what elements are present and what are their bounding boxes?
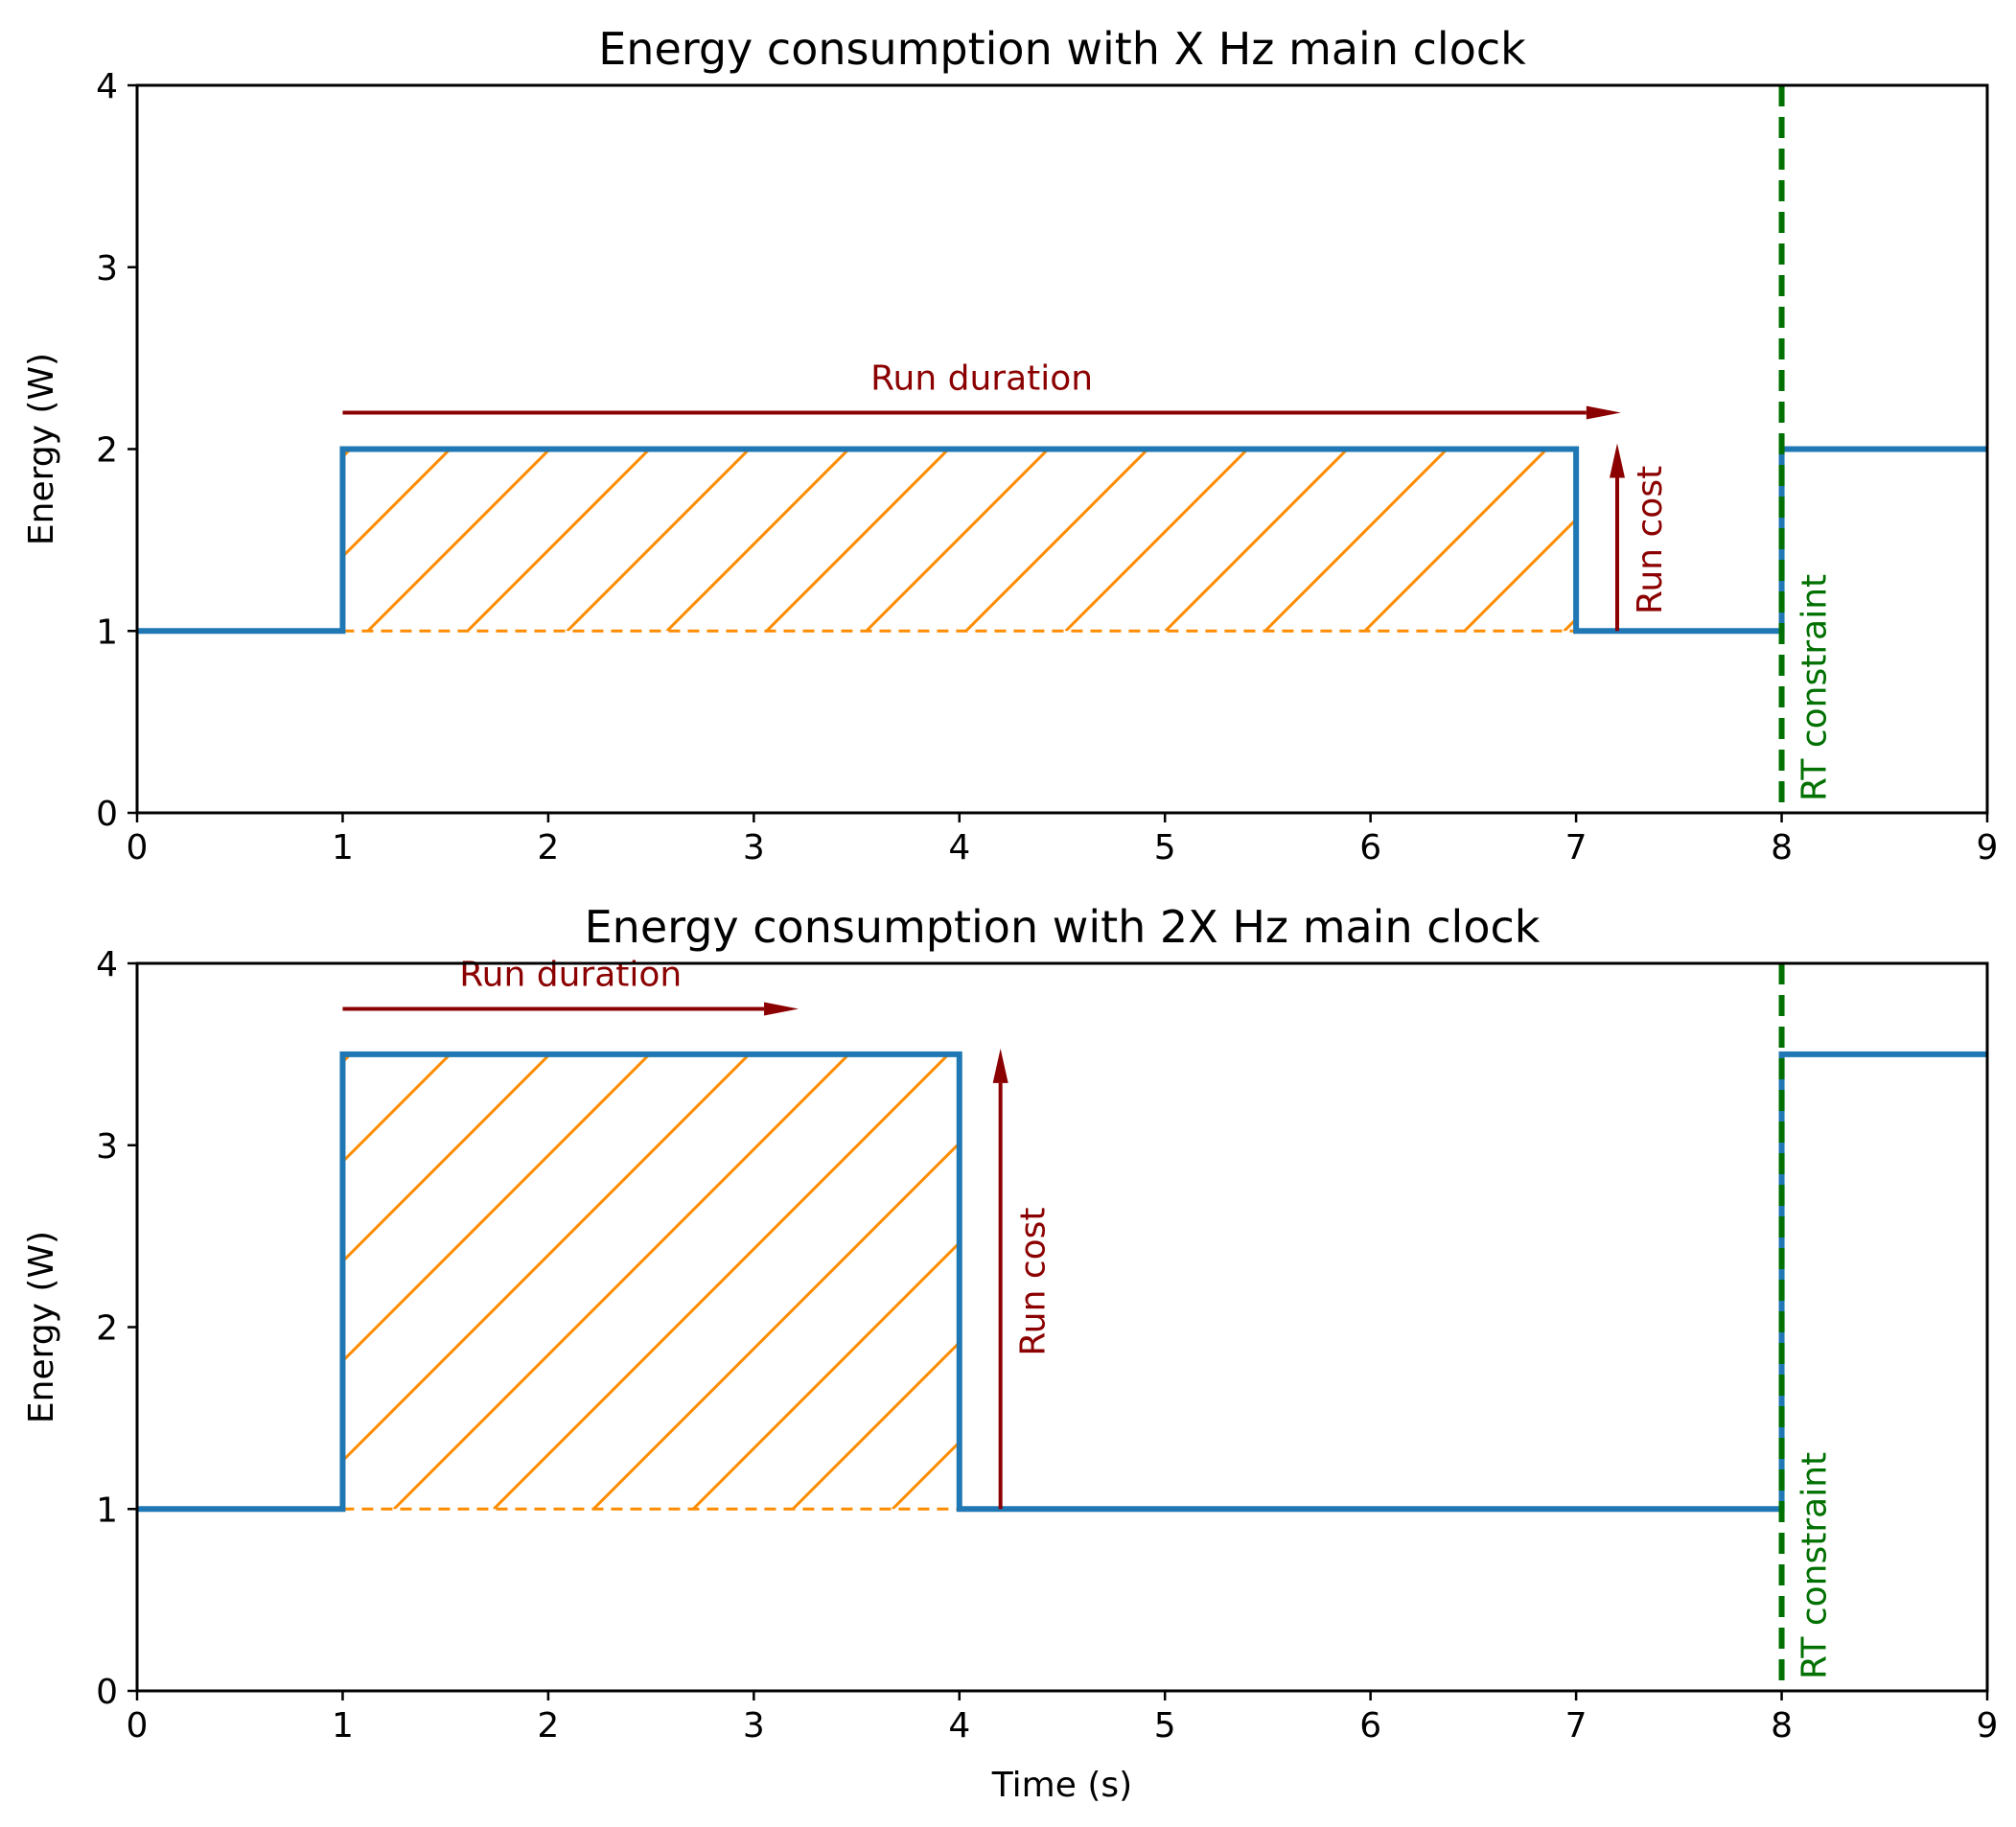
chart-title: Energy consumption with 2X Hz main clock — [585, 901, 1541, 953]
axes-frame — [135, 961, 1989, 1693]
y-tick-label: 4 — [96, 945, 118, 984]
top-subplot: RT constraint Run duration Run cost 0 1 2 3 4 5 6… — [22, 23, 2016, 867]
run-cost-arrow-head — [1610, 443, 1625, 478]
hatch-line — [792, 1340, 960, 1510]
y-tick-label: 1 — [96, 1491, 118, 1530]
x-tick-label: 7 — [1565, 1706, 1587, 1746]
x-tick-label: 9 — [1977, 1706, 1999, 1746]
x-tick-label: 3 — [743, 1706, 765, 1746]
hatch-line — [1664, 66, 2016, 632]
y-tick-label: 3 — [96, 249, 118, 289]
hatch-line — [342, 1053, 752, 1463]
hatch-line — [1064, 449, 1250, 632]
y-axis-label: Energy (W) — [22, 1231, 61, 1423]
hatch-line — [366, 449, 552, 632]
hatch-line — [892, 1440, 960, 1510]
run-duration-label: Run duration — [459, 955, 682, 994]
y-tick-label: 0 — [96, 795, 118, 834]
x-tick-label: 4 — [948, 1706, 970, 1746]
x-tick-label: 0 — [127, 828, 149, 867]
energy-series-line — [137, 1051, 1987, 1513]
x-tick-label: 5 — [1154, 1706, 1176, 1746]
x-tick-label: 2 — [537, 1706, 559, 1746]
hatch-line — [493, 1053, 951, 1510]
hatch-line — [765, 449, 951, 632]
hatch-line — [566, 449, 752, 632]
bottom-subplot: RT constraint Run duration Run cost 0 1 2 3 4 5 6… — [0, 671, 1999, 1805]
rt-constraint-label: RT constraint — [1796, 574, 1835, 801]
x-tick-label: 3 — [743, 828, 765, 867]
y-tick-label: 4 — [96, 67, 118, 106]
hatch-line — [342, 1053, 552, 1263]
y-tick-label: 2 — [96, 431, 118, 471]
y-tick-label: 1 — [96, 613, 118, 652]
hatch-line — [342, 449, 452, 559]
x-tick-label: 1 — [332, 828, 354, 867]
y-tick-label: 2 — [96, 1309, 118, 1349]
hatch-line — [692, 1240, 960, 1510]
run-duration-arrow-head — [1586, 405, 1621, 420]
hatched-region — [0, 671, 1830, 1510]
x-tick-label: 2 — [537, 828, 559, 867]
y-axis-label: Energy (W) — [22, 353, 61, 545]
x-tick-label: 9 — [1977, 828, 1999, 867]
x-axis-label: Time (s) — [991, 1766, 1132, 1805]
x-tick-label: 6 — [1359, 1706, 1381, 1746]
rt-constraint-label: RT constraint — [1796, 1452, 1835, 1679]
hatch-line — [865, 449, 1051, 632]
hatch-line — [1164, 449, 1350, 632]
hatch-line — [1463, 517, 1577, 632]
run-duration-arrow-head — [764, 1002, 799, 1016]
y-tick-label: 0 — [96, 1673, 118, 1712]
hatch-line — [992, 671, 1830, 1509]
hatch-line — [964, 449, 1150, 632]
hatch-line — [342, 1053, 652, 1363]
hatch-line — [1363, 449, 1549, 632]
hatch-line — [0, 671, 534, 1509]
run-cost-label: Run cost — [1014, 1207, 1054, 1355]
hatch-line — [466, 449, 652, 632]
chart-title: Energy consumption with X Hz main clock — [598, 23, 1526, 75]
x-tick-label: 1 — [332, 1706, 354, 1746]
x-tick-label: 6 — [1359, 828, 1381, 867]
run-cost-label: Run cost — [1631, 466, 1670, 614]
hatch-line — [342, 1053, 452, 1164]
run-duration-label: Run duration — [870, 359, 1093, 399]
x-tick-label: 0 — [127, 1706, 149, 1746]
hatch-line — [1263, 449, 1449, 632]
x-tick-label: 4 — [948, 828, 970, 867]
hatch-line — [592, 1141, 960, 1510]
x-tick-label: 7 — [1565, 828, 1587, 867]
hatch-line — [393, 1053, 851, 1510]
y-tick-label: 3 — [96, 1127, 118, 1167]
x-tick-label: 8 — [1771, 828, 1793, 867]
energy-series-line — [137, 446, 1987, 635]
hatch-line — [665, 449, 851, 632]
run-cost-arrow-head — [992, 1048, 1008, 1083]
hatch-line — [1764, 66, 2016, 632]
x-tick-label: 5 — [1154, 828, 1176, 867]
hatched-region — [342, 66, 2016, 632]
x-tick-label: 8 — [1771, 1706, 1793, 1746]
